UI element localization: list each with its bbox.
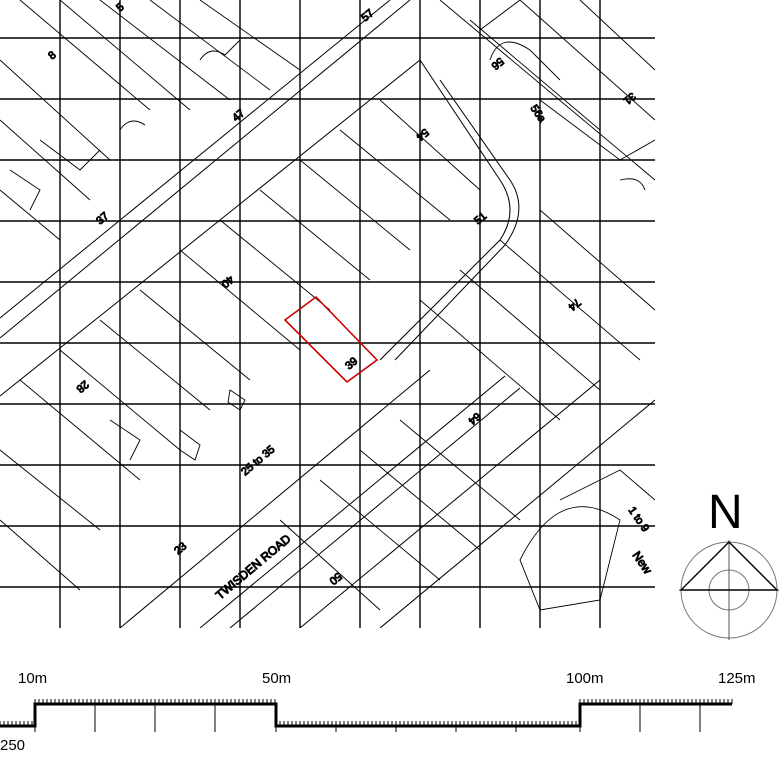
house-number-51: 51 [472, 210, 489, 227]
building-outlines [0, 0, 655, 611]
map-area: 8 47 57 56 56a 31 54 37 51 40 74 28 39 6… [0, 0, 655, 628]
house-number-47: 47 [230, 107, 247, 124]
scale-bar: 10m 50m 100m 125m 250 [0, 670, 756, 754]
house-number-40: 40 [219, 273, 236, 290]
scale-ratio-label: 250 [0, 737, 25, 754]
house-number-1-to-9: 1 to 9 [626, 505, 652, 534]
house-number-labels: 8 47 57 56 56a 31 54 37 51 40 74 28 39 6… [46, 1, 652, 588]
north-arrow: N [679, 486, 779, 640]
house-number-8: 8 [46, 49, 58, 62]
north-arrow-triangle [679, 541, 779, 591]
house-number-39: 39 [343, 355, 360, 372]
house-number-37: 37 [94, 210, 111, 227]
scale-label-50m: 50m [262, 670, 291, 687]
house-number-57: 57 [359, 7, 376, 24]
house-number-56a: 56a [528, 103, 549, 126]
scale-major-ticks [34, 704, 701, 732]
house-number-50: 50 [327, 570, 344, 587]
scale-label-125m: 125m [718, 670, 756, 687]
grid-lines [0, 0, 655, 628]
house-number-25-to-35: 25 to 35 [239, 444, 277, 479]
highlighted-plot [283, 295, 379, 384]
north-letter: N [708, 486, 743, 539]
house-number-23: 23 [172, 540, 189, 557]
scale-label-10m: 10m [18, 670, 47, 687]
scale-label-100m: 100m [566, 670, 604, 687]
road-label-twisden: TWISDEN ROAD [213, 531, 294, 602]
house-number-28: 28 [74, 378, 91, 395]
road-edges [0, 0, 655, 628]
road-label-new: New [630, 549, 655, 577]
scale-minor-ticks [0, 699, 733, 726]
house-number-54: 54 [414, 126, 431, 143]
scale-bar-line [0, 702, 732, 728]
